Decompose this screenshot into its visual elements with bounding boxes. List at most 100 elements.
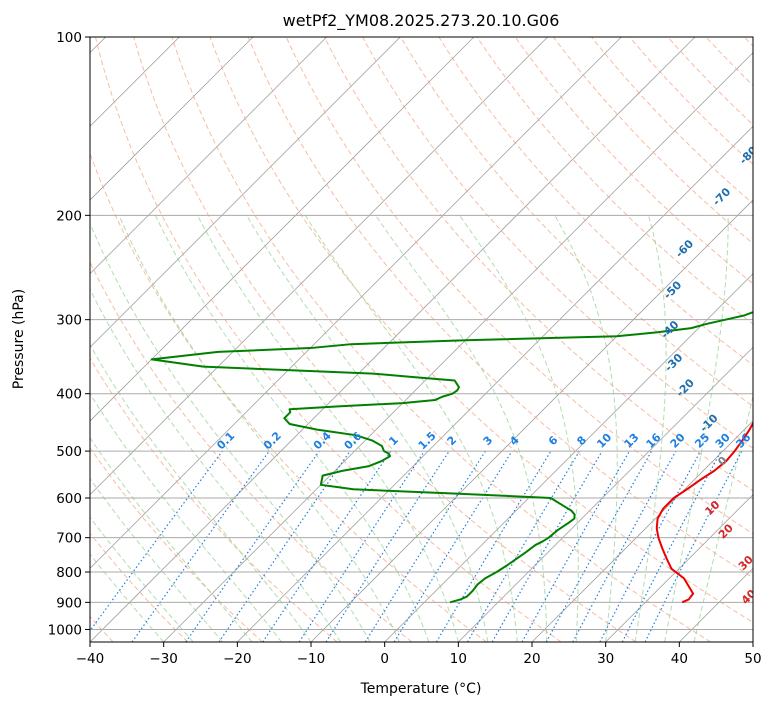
moist-adiabat-line: [459, 215, 579, 642]
mixing-ratio-label: 6: [546, 433, 561, 448]
mixing-ratio-line: [491, 450, 603, 642]
mixing-ratio-label: 0.2: [261, 429, 284, 452]
dry-adiabat-label: -40: [658, 318, 681, 341]
moist-adiabat-line: [118, 215, 400, 642]
x-tick-label: 20: [523, 651, 540, 667]
chart-title: wetPf2_YM08.2025.273.20.10.G06: [283, 11, 560, 31]
dry-adiabat-line: [705, 37, 753, 87]
dry-adiabat-label: -80: [737, 144, 760, 167]
y-axis-label: Pressure (hPa): [11, 289, 27, 389]
dewpoint-profile-line: [150, 311, 753, 604]
moist-adiabat-line: [90, 221, 371, 642]
mixing-ratio-label: 10: [594, 431, 614, 451]
moist-adiabat-line: [304, 215, 518, 642]
x-tick-label: 50: [744, 651, 761, 667]
y-tick-label: 900: [56, 595, 82, 611]
mixing-ratio-label: 20: [668, 431, 688, 451]
mixing-ratio-line: [90, 450, 223, 632]
mixing-ratio-line: [262, 450, 392, 642]
mixing-ratio-line: [521, 450, 631, 642]
dry-adiabat-label: -60: [673, 237, 696, 260]
moist-adiabat-line: [90, 516, 194, 642]
moist-adiabat-line: [554, 215, 618, 642]
moist-adiabat-line: [664, 215, 729, 642]
y-tick-label: 200: [56, 208, 82, 224]
moist-adiabat-line: [634, 215, 667, 642]
mixing-ratio-line: [131, 450, 270, 642]
dry-adiabat-line: [667, 37, 753, 126]
y-tick-label: 500: [56, 444, 82, 460]
dry-adiabat-line: [90, 261, 413, 642]
mixing-ratio-line: [466, 450, 580, 642]
dry-adiabat-label: 40: [739, 587, 759, 607]
mixing-ratio-line: [325, 450, 450, 642]
isotherm-line: [458, 346, 753, 642]
x-tick-label: 0: [380, 651, 389, 667]
x-tick-label: −30: [149, 651, 178, 667]
y-tick-label: 700: [56, 531, 82, 547]
mixing-ratio-line: [545, 450, 653, 642]
moist-adiabat-line: [693, 394, 753, 642]
moist-adiabat-line: [90, 392, 282, 642]
dry-adiabat-line: [133, 37, 637, 642]
mixing-ratio-line: [599, 450, 702, 642]
x-tick-label: −20: [223, 651, 252, 667]
dry-adiabat-line: [94, 37, 562, 642]
x-tick-label: 40: [671, 651, 688, 667]
dry-adiabat-line: [90, 446, 263, 642]
dry-adiabat-line: [514, 37, 753, 285]
y-tick-label: 300: [56, 313, 82, 329]
dry-adiabat-line: [476, 37, 753, 325]
dry-adiabat-line: [209, 37, 753, 623]
x-tick-label: −40: [76, 651, 105, 667]
moist-adiabat-line: [90, 343, 312, 642]
mixing-ratio-label: 0.6: [342, 429, 365, 452]
moist-adiabat-line: [90, 553, 165, 642]
moist-adiabat-line: [90, 477, 223, 642]
x-tick-label: 10: [450, 651, 467, 667]
moist-adiabat-line: [375, 215, 548, 642]
dry-adiabat-line: [743, 37, 753, 47]
dry-adiabat-line: [171, 37, 711, 642]
mixing-ratio-label: 8: [574, 434, 589, 449]
isotherm-line: [90, 37, 475, 422]
isotherm-line: [90, 37, 548, 496]
dry-adiabat-label: -90: [771, 102, 775, 125]
moist-adiabat-line: [154, 215, 430, 642]
mixing-ratio-line: [435, 450, 552, 642]
dry-adiabat-line: [285, 37, 753, 535]
mixing-ratio-line: [364, 450, 486, 642]
dry-adiabat-label: -70: [710, 185, 733, 208]
isotherm-line: [310, 199, 753, 642]
mixing-ratio-line: [218, 450, 351, 642]
mixing-ratio-label: 0.1: [214, 429, 237, 452]
isotherm-line: [90, 37, 622, 569]
x-tick-label: −10: [297, 651, 326, 667]
mixing-ratio-label: 13: [622, 431, 642, 451]
isotherm-line: [90, 37, 327, 275]
isotherm-line: [605, 494, 753, 642]
isotherm-line: [384, 273, 753, 642]
y-tick-label: 1000: [48, 622, 82, 638]
dry-adiabat-label: 10: [702, 498, 722, 518]
dry-adiabat-label: -10: [697, 411, 720, 434]
moist-adiabat-line: [196, 215, 459, 642]
dry-adiabat-line: [591, 37, 753, 205]
dry-adiabat-label: -50: [661, 278, 684, 301]
mixing-ratio-line: [572, 450, 677, 642]
isotherm-line: [531, 420, 753, 642]
moist-adiabat-line: [90, 436, 253, 642]
dry-adiabat-line: [362, 37, 753, 449]
x-axis-label: Temperature (°C): [360, 681, 482, 697]
dry-adiabat-line: [90, 532, 189, 642]
mixing-ratio-line: [298, 450, 425, 642]
dry-adiabat-line: [323, 37, 753, 492]
mixing-ratio-line: [393, 450, 513, 642]
isotherm-line: [90, 37, 254, 201]
temperature-profile-line: [655, 421, 753, 604]
mixing-ratio-label: 30: [713, 431, 733, 451]
isotherm-line: [237, 125, 753, 642]
moist-adiabat-line: [90, 288, 341, 642]
x-tick-label: 30: [597, 651, 614, 667]
